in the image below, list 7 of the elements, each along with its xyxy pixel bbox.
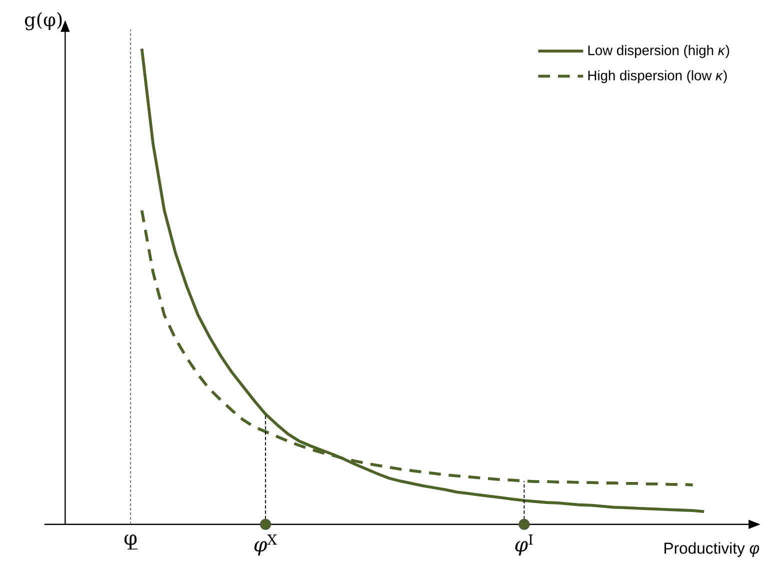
y-axis-title: g(φ) <box>24 12 62 30</box>
x-tick-label: φ̲ <box>124 534 138 550</box>
legend-label: High dispersion (low κ) <box>588 70 727 84</box>
legend-label: Low dispersion (high κ) <box>588 45 730 58</box>
x-tick-label: φ$^{X}$ <box>254 534 277 556</box>
x-tick-label: φ$^{I}$ <box>515 534 533 556</box>
x-axis-title: Productivity φ <box>664 542 760 558</box>
